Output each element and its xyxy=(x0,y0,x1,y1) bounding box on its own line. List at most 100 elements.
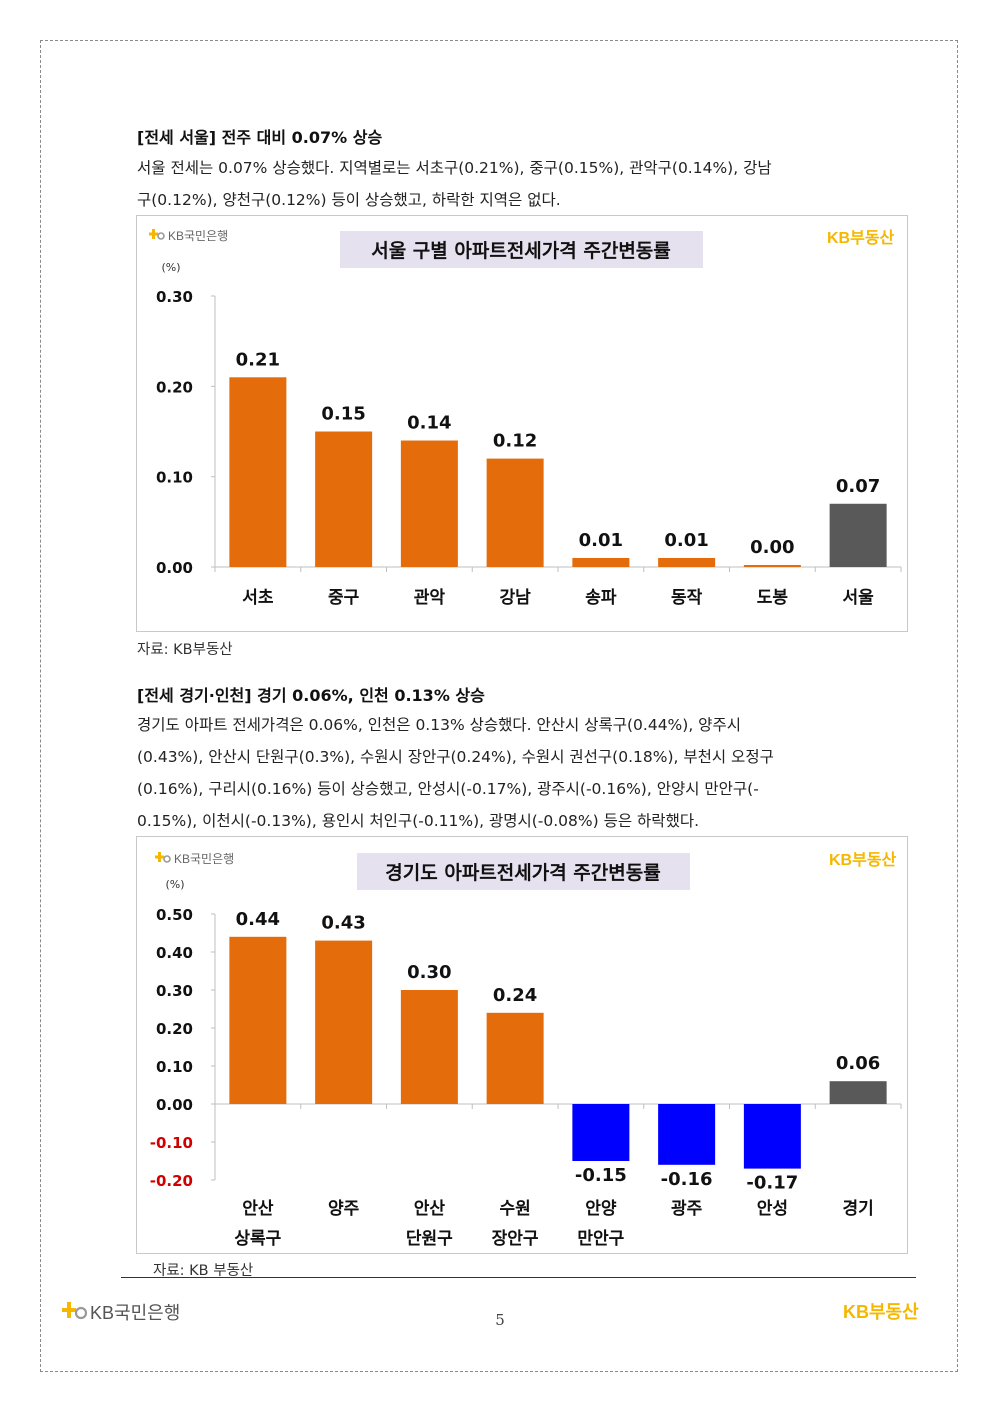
bar xyxy=(400,440,458,567)
data-label: 0.21 xyxy=(236,349,280,370)
bar xyxy=(743,565,801,567)
footer-divider xyxy=(121,1277,916,1278)
kb-realestate-logo: KB부동산 xyxy=(829,851,897,869)
footer-bank-name: KB국민은행 xyxy=(90,1303,180,1323)
bar xyxy=(829,1081,887,1104)
data-label: 0.06 xyxy=(836,1053,880,1074)
footer-kb-bank-logo: KB국민은행 xyxy=(60,1299,200,1329)
kb-bank-logo-text: KB국민은행 xyxy=(174,851,234,866)
plot-area: 0.00 0.10 0.20 0.30 0.21 서초 0.15 중구 0.14 관악 0.12 강남… xyxy=(156,288,902,608)
paragraph-line: 0.15%), 이천시(-0.13%), 용인시 처인구(-0.11%), 광명… xyxy=(137,812,700,830)
data-label: 0.14 xyxy=(407,413,451,434)
paragraph-line: 경기도 아파트 전세가격은 0.06%, 인천은 0.13% 상승했다. 안산시… xyxy=(137,716,741,734)
chart-title-background xyxy=(340,231,703,268)
paragraph-line: 서울 전세는 0.07% 상승했다. 지역별로는 서초구(0.21%), 중구(… xyxy=(137,159,772,177)
source-note-gyeonggi: 자료: KB 부동산 xyxy=(153,1263,254,1279)
category-label: 장안구 xyxy=(492,1229,539,1249)
chart-title: 서울 구별 아파트전세가격 주간변동률 xyxy=(371,240,671,262)
bar xyxy=(829,503,887,567)
gyeonggi-chart: KB국민은행 KB부동산 경기도 아파트전세가격 주간변동률 (%) -0.20… xyxy=(136,836,908,1254)
y-tick-label: 0.40 xyxy=(156,944,193,962)
y-tick-label: -0.20 xyxy=(150,1172,193,1190)
chart-title-background xyxy=(357,853,690,890)
data-label: 0.01 xyxy=(579,530,623,551)
data-label: -0.17 xyxy=(746,1173,798,1194)
data-label: -0.15 xyxy=(575,1165,627,1186)
category-label: 단원구 xyxy=(406,1229,453,1249)
footer-realestate-name: KB부동산 xyxy=(843,1302,919,1322)
data-label: 0.12 xyxy=(493,431,537,452)
category-label: 송파 xyxy=(585,588,617,608)
bar xyxy=(486,1012,544,1104)
category-label: 중구 xyxy=(328,588,360,608)
bar xyxy=(315,940,373,1104)
category-label: 서초 xyxy=(242,588,274,608)
bar xyxy=(658,557,716,567)
data-label: 0.15 xyxy=(321,404,365,425)
category-label: 수원 xyxy=(499,1199,530,1219)
kb-realestate-logo-text: KB부동산 xyxy=(827,229,895,247)
category-label: 만안구 xyxy=(577,1229,624,1249)
data-label: 0.44 xyxy=(236,909,280,930)
paragraph-seoul: 서울 전세는 0.07% 상승했다. 지역별로는 서초구(0.21%), 중구(… xyxy=(137,152,909,216)
page-number: 5 xyxy=(495,1311,505,1329)
kb-bank-logo: KB국민은행 xyxy=(155,851,234,866)
y-tick-label: 0.00 xyxy=(156,559,193,577)
category-label: 안성 xyxy=(757,1199,788,1219)
category-label: 도봉 xyxy=(757,588,789,608)
data-label: 0.30 xyxy=(407,962,451,983)
bar xyxy=(743,1104,801,1169)
bar xyxy=(572,1104,630,1161)
footer-kb-realestate-logo-svg: KB부동산 xyxy=(843,1302,919,1322)
category-label: 안산 xyxy=(242,1199,274,1219)
y-axis-unit-label: (%) xyxy=(165,878,184,891)
footer-kb-bank-logo-svg: KB국민은행 xyxy=(62,1302,180,1323)
kb-realestate-logo: KB부동산 xyxy=(827,229,895,247)
bar xyxy=(315,431,373,567)
source-note-seoul: 자료: KB부동산 xyxy=(137,642,233,658)
y-tick-label: 0.00 xyxy=(156,1096,193,1114)
section-title-gyeonggi: [전세 경기·인천] 경기 0.06%, 인천 0.13% 상승 xyxy=(137,686,485,705)
data-label: 0.07 xyxy=(836,476,880,497)
page-border xyxy=(40,40,958,1372)
bar xyxy=(400,990,458,1104)
bar xyxy=(229,936,287,1104)
footer-kb-realestate-logo: KB부동산 xyxy=(843,1298,933,1328)
y-tick-label: 0.20 xyxy=(156,378,193,396)
paragraph-line: (0.43%), 안산시 단원구(0.3%), 수원시 장안구(0.24%), … xyxy=(137,748,774,766)
category-label: 동작 xyxy=(671,588,703,608)
gyeonggi-chart-svg: KB국민은행 KB부동산 경기도 아파트전세가격 주간변동률 (%) -0.20… xyxy=(150,851,902,1249)
seoul-chart-svg: KB국민은행 KB부동산 서울 구별 아파트전세가격 주간변동률 (%) 0.0… xyxy=(149,228,902,608)
category-label: 안산 xyxy=(414,1199,446,1219)
bar xyxy=(658,1104,716,1165)
kb-bank-logo-text: KB국민은행 xyxy=(168,228,228,243)
data-label: -0.16 xyxy=(661,1169,713,1190)
y-tick-label: 0.10 xyxy=(156,469,193,487)
data-label: 0.01 xyxy=(664,530,708,551)
y-tick-label: 0.10 xyxy=(156,1058,193,1076)
kb-realestate-logo-text: KB부동산 xyxy=(829,851,897,869)
category-label: 관악 xyxy=(414,588,446,608)
plot-area: -0.20 -0.10 0.00 0.10 0.20 0.30 0.40 0.50 0.44 안산… xyxy=(150,906,902,1249)
y-tick-label: 0.30 xyxy=(156,288,193,306)
category-label: 양주 xyxy=(328,1199,360,1219)
data-label: 0.43 xyxy=(321,913,365,934)
category-label: 경기 xyxy=(842,1199,873,1219)
data-label: 0.00 xyxy=(750,537,794,558)
bar xyxy=(486,458,544,567)
y-tick-label: -0.10 xyxy=(150,1134,193,1152)
seoul-chart: KB국민은행 KB부동산 서울 구별 아파트전세가격 주간변동률 (%) 0.0… xyxy=(136,215,908,632)
y-tick-label: 0.20 xyxy=(156,1020,193,1038)
paragraph-line: 구(0.12%), 양천구(0.12%) 등이 상승했고, 하락한 지역은 없다… xyxy=(137,191,561,209)
category-label: 강남 xyxy=(499,588,531,608)
paragraph-gyeonggi: 경기도 아파트 전세가격은 0.06%, 인천은 0.13% 상승했다. 안산시… xyxy=(137,709,909,837)
paragraph-line: (0.16%), 구리시(0.16%) 등이 상승했고, 안성시(-0.17%)… xyxy=(137,780,759,798)
chart-title: 경기도 아파트전세가격 주간변동률 xyxy=(385,862,660,884)
y-axis-unit-label: (%) xyxy=(161,261,180,274)
data-label: 0.24 xyxy=(493,985,537,1006)
category-label: 상록구 xyxy=(234,1229,281,1249)
y-tick-label: 0.50 xyxy=(156,906,193,924)
section-title-seoul: [전세 서울] 전주 대비 0.07% 상승 xyxy=(137,128,383,147)
kb-bank-logo: KB국민은행 xyxy=(149,228,228,243)
bar xyxy=(572,557,630,567)
